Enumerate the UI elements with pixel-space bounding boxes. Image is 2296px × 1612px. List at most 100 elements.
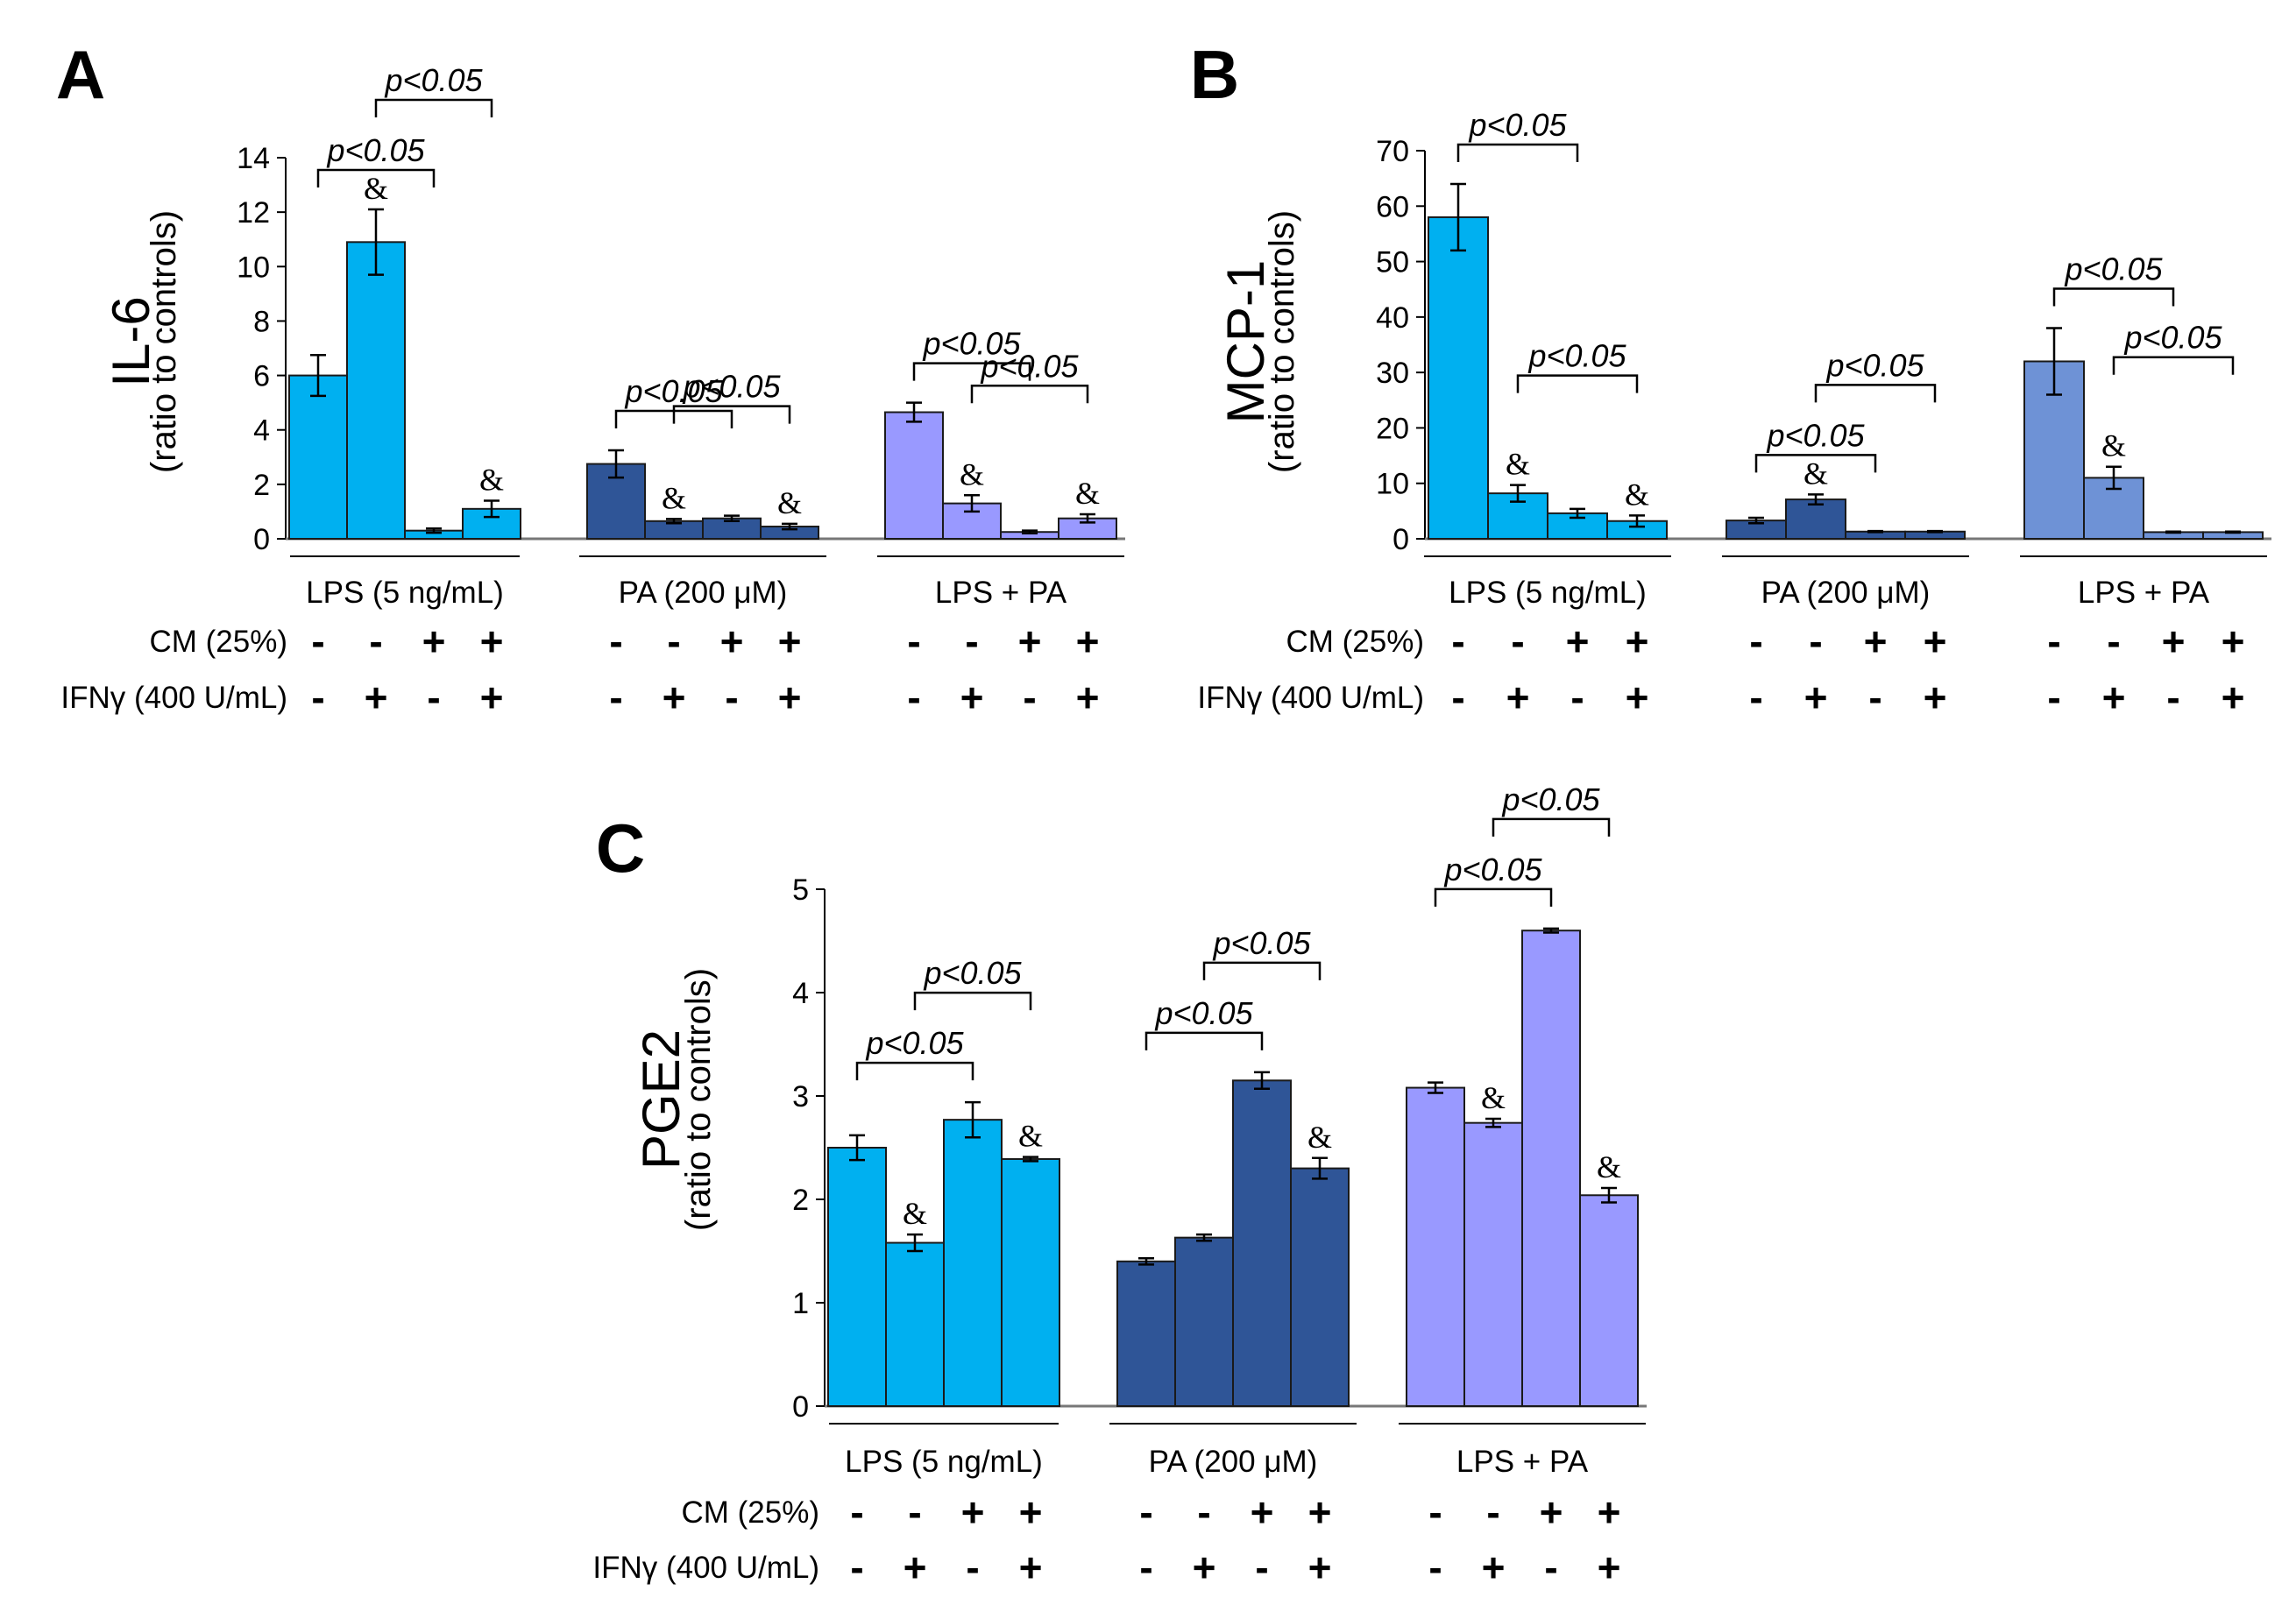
- treatment-sign: -: [1451, 619, 1464, 664]
- y-axis-title: PGE2: [632, 1029, 691, 1170]
- bar-1-2: [885, 1241, 945, 1408]
- group-label: LPS (5 ng/mL): [845, 1445, 1043, 1479]
- bar-3-1: [1406, 1086, 1465, 1408]
- significance-marker: &: [777, 485, 802, 520]
- bar-1-4: [1001, 1157, 1060, 1407]
- y-tick-label: 70: [1376, 135, 1409, 168]
- y-tick-label: 30: [1376, 357, 1409, 390]
- significance-bracket: [1814, 384, 1937, 403]
- treatment-sign: +: [1251, 1489, 1274, 1535]
- treatment-sign: -: [1809, 619, 1822, 664]
- y-tick-label: 50: [1376, 246, 1409, 279]
- error-bar: [724, 514, 740, 523]
- treatment-sign: +: [1598, 1489, 1621, 1535]
- group-label: LPS (5 ng/mL): [306, 576, 504, 610]
- y-axis-subtitle: (ratio to controls): [145, 210, 183, 473]
- treatment-sign: +: [365, 675, 388, 720]
- significance-marker: &: [2101, 428, 2126, 463]
- p-value-label: p<0.05: [326, 132, 425, 168]
- treatment-sign: +: [904, 1545, 927, 1590]
- chart-c: C PGE2(ratio to controls) 0 1 2 3 4 5 & & p<0.05 p<…: [592, 781, 1647, 1590]
- error-bar: [906, 401, 922, 423]
- treatment-sign: -: [1451, 675, 1464, 720]
- panel-letter: C: [596, 810, 645, 887]
- treatment-sign: -: [965, 619, 978, 664]
- error-bar: [608, 449, 624, 479]
- error-bar: [1080, 513, 1095, 524]
- error-bar: [426, 527, 442, 534]
- error-bar: [2165, 530, 2181, 534]
- error-bar: [1485, 1117, 1501, 1128]
- p-value-label: p<0.05: [1468, 107, 1567, 143]
- significance-marker: &: [662, 480, 686, 515]
- treatment-sign: +: [480, 675, 504, 720]
- treatment-sign: +: [960, 675, 984, 720]
- treatment-sign: -: [2166, 675, 2179, 720]
- y-tick-label: 20: [1376, 412, 1409, 445]
- group-label: LPS + PA: [935, 576, 1067, 610]
- error-bar: [2046, 327, 2062, 396]
- treatment-sign: +: [1482, 1545, 1506, 1590]
- treatment-sign: -: [1428, 1545, 1442, 1590]
- error-bar: [1138, 1257, 1154, 1266]
- treatment-sign: -: [369, 619, 382, 664]
- treatment-sign: -: [908, 1489, 921, 1535]
- y-tick-label: 10: [237, 251, 270, 284]
- chart-a: AIL-6(ratio to controls)02468101214&&p<0…: [56, 36, 1125, 720]
- treatment-sign: -: [850, 1489, 863, 1535]
- significance-bracket: [970, 385, 1089, 404]
- error-bar: [1927, 529, 1943, 534]
- y-axis-title: MCP-1: [1216, 260, 1275, 424]
- group-label: PA (200 μM): [1761, 576, 1931, 610]
- treatment-sign: +: [1626, 619, 1649, 664]
- significance-bracket: [316, 168, 436, 188]
- y-tick-label: 0: [1392, 523, 1409, 556]
- y-axis-title: IL-6: [102, 296, 160, 386]
- p-value-label: p<0.05: [1501, 781, 1600, 817]
- treatment-sign: +: [1924, 619, 1947, 664]
- treatment-sign: +: [2222, 619, 2245, 664]
- p-value-label: p<0.05: [980, 348, 1079, 384]
- y-tick-label: 14: [237, 142, 270, 175]
- treatment-sign: -: [1570, 675, 1584, 720]
- group-label: LPS + PA: [2078, 576, 2210, 610]
- significance-bracket: [1202, 961, 1322, 980]
- group-label: PA (200 μM): [619, 576, 788, 610]
- error-bar: [1808, 493, 1824, 506]
- row-label-ifn: IFNγ (400 U/mL): [592, 1551, 819, 1585]
- p-value-label: p<0.05: [865, 1025, 964, 1061]
- treatment-sign: +: [663, 675, 686, 720]
- bar-3-2: [1463, 1121, 1523, 1408]
- significance-bracket: [1144, 1031, 1264, 1050]
- row-label-cm: CM (25%): [149, 625, 287, 659]
- row-label-ifn: IFNγ (400 U/mL): [60, 681, 287, 715]
- chart-b: B MCP-1(ratio to controls) 0 10 20 30 40 50 60 70…: [1190, 36, 2271, 720]
- significance-marker: &: [1506, 447, 1530, 482]
- significance-marker: &: [903, 1196, 927, 1231]
- treatment-sign: -: [1868, 675, 1881, 720]
- treatment-sign: +: [1804, 675, 1828, 720]
- error-bar: [2225, 530, 2241, 534]
- row-label-cm: CM (25%): [681, 1495, 819, 1530]
- bar-3-3: [1521, 930, 1581, 1407]
- significance-bracket: [2112, 356, 2235, 375]
- treatment-sign: -: [1139, 1489, 1152, 1535]
- y-axis-subtitle: (ratio to controls): [679, 968, 718, 1231]
- error-bar: [1867, 529, 1883, 534]
- treatment-sign: +: [1540, 1489, 1563, 1535]
- error-bar: [1196, 1233, 1212, 1242]
- treatment-sign: -: [850, 1545, 863, 1590]
- treatment-sign: +: [1019, 1545, 1043, 1590]
- error-bar: [907, 1233, 923, 1253]
- p-value-label: p<0.05: [1766, 417, 1865, 453]
- treatment-sign: -: [1486, 1489, 1499, 1535]
- significance-marker: &: [479, 463, 504, 498]
- treatment-sign: +: [1076, 619, 1100, 664]
- treatment-sign: -: [1428, 1489, 1442, 1535]
- treatment-sign: -: [2107, 619, 2120, 664]
- error-bar: [849, 1134, 865, 1162]
- treatment-sign: +: [1626, 675, 1649, 720]
- group-label: PA (200 μM): [1149, 1445, 1318, 1479]
- significance-bracket: [855, 1061, 974, 1081]
- y-tick-label: 3: [792, 1080, 809, 1114]
